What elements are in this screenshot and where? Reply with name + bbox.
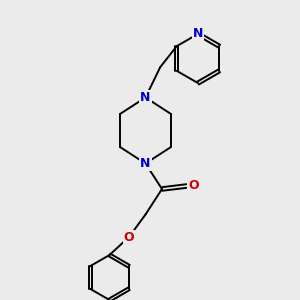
Text: N: N <box>193 27 203 40</box>
Text: O: O <box>188 179 199 193</box>
Text: N: N <box>140 157 151 170</box>
Text: N: N <box>140 91 151 104</box>
Text: O: O <box>124 231 134 244</box>
